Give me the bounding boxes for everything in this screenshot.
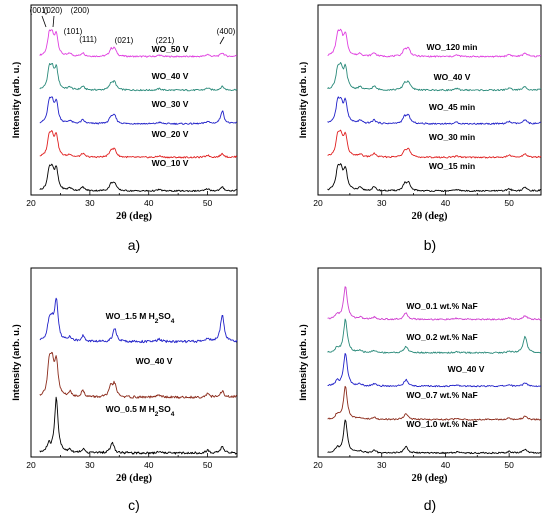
x-tick-label: 20	[313, 460, 323, 470]
panel-label: a)	[128, 237, 140, 253]
x-tick-label: 30	[377, 198, 387, 208]
xrd-pattern-curve	[327, 286, 542, 321]
x-tick-label: 50	[504, 460, 514, 470]
series-label: WO_15 min	[429, 161, 475, 171]
peak-leader-line	[219, 36, 225, 45]
series-label: WO_40 V	[434, 72, 471, 82]
xrd-pattern-curve	[327, 352, 542, 388]
series-label: WO_40 V	[448, 364, 485, 374]
x-tick-label: 30	[85, 198, 95, 208]
panel-label: b)	[424, 237, 436, 253]
peak-leader-line	[52, 15, 55, 28]
peak-label: (200)	[71, 6, 90, 15]
series-label: WO_0.7 wt.% NaF	[406, 390, 477, 400]
series-label: WO_50 V	[152, 44, 189, 54]
xrd-pattern-curve	[39, 62, 238, 92]
peak-label: (101)	[64, 27, 83, 36]
series-label: WO_10 V	[152, 158, 189, 168]
xrd-pattern-curve	[327, 318, 542, 354]
series-label: WO_0.1 wt.% NaF	[406, 301, 477, 311]
xrd-pattern-curve	[39, 351, 238, 399]
peak-label: (400)	[217, 27, 236, 36]
x-tick-label: 50	[504, 198, 514, 208]
xrd-pattern-curve	[327, 96, 541, 125]
xrd-pattern-curve	[327, 62, 542, 92]
series-label: WO_40 V	[136, 356, 173, 366]
xrd-pattern-curve	[39, 96, 237, 125]
x-tick-label: 40	[441, 460, 451, 470]
x-axis-label: 2θ (deg)	[411, 211, 448, 222]
xrd-pattern-curve	[39, 130, 238, 159]
x-tick-label: 20	[26, 460, 36, 470]
x-tick-label: 50	[203, 198, 213, 208]
xrd-pattern-curve	[39, 29, 237, 58]
xrd-pattern-curve	[327, 385, 542, 421]
x-tick-label: 40	[144, 460, 154, 470]
x-axis-label: 2θ (deg)	[116, 473, 153, 484]
series-label: WO_0.2 wt.% NaF	[406, 332, 477, 342]
plot-frame	[30, 267, 238, 458]
peak-leader-line	[41, 15, 47, 28]
peak-label: (020)	[44, 6, 63, 15]
xrd-pattern-curve	[39, 396, 238, 455]
panel-label: d)	[424, 497, 436, 513]
plot-frame	[317, 267, 542, 458]
peak-label: (001)	[30, 6, 49, 15]
peak-label: (111)	[79, 35, 97, 44]
peak-label: (021)	[115, 36, 134, 45]
x-tick-label: 40	[144, 198, 154, 208]
y-axis-label: Intensity (arb. u.)	[298, 324, 309, 401]
xrd-pattern-curve	[327, 129, 542, 159]
x-tick-label: 20	[313, 198, 323, 208]
xrd-pattern-curve	[327, 28, 542, 58]
series-label: WO_1.0 wt.% NaF	[406, 419, 477, 429]
x-tick-label: 20	[26, 198, 36, 208]
xrd-pattern-curve	[39, 163, 238, 193]
plot-frame	[317, 4, 542, 196]
x-tick-label: 30	[377, 460, 387, 470]
y-axis-label: Intensity (arb. u.)	[11, 62, 22, 139]
y-axis-label: Intensity (arb. u.)	[11, 324, 22, 401]
xrd-pattern-curve	[327, 419, 541, 455]
series-label: WO_30 V	[152, 99, 189, 109]
x-axis-label: 2θ (deg)	[411, 473, 448, 484]
series-label: WO_0.5 M H2SO4	[106, 404, 175, 418]
x-tick-label: 40	[441, 198, 451, 208]
panel-label: c)	[128, 497, 140, 513]
plot-frame	[30, 4, 238, 196]
series-label: WO_40 V	[152, 71, 189, 81]
series-label: WO_30 min	[429, 132, 475, 142]
series-label: WO_120 min	[426, 42, 477, 52]
series-label: WO_45 min	[429, 102, 475, 112]
series-label: WO_20 V	[152, 129, 189, 139]
y-axis-label: Intensity (arb. u.)	[298, 62, 309, 139]
series-label: WO_1.5 M H2SO4	[106, 311, 175, 325]
xrd-pattern-curve	[327, 163, 542, 193]
x-tick-label: 50	[203, 460, 213, 470]
x-axis-label: 2θ (deg)	[116, 211, 153, 222]
peak-label: (221)	[156, 36, 175, 45]
x-tick-label: 30	[85, 460, 95, 470]
xrd-pattern-curve	[39, 297, 238, 344]
